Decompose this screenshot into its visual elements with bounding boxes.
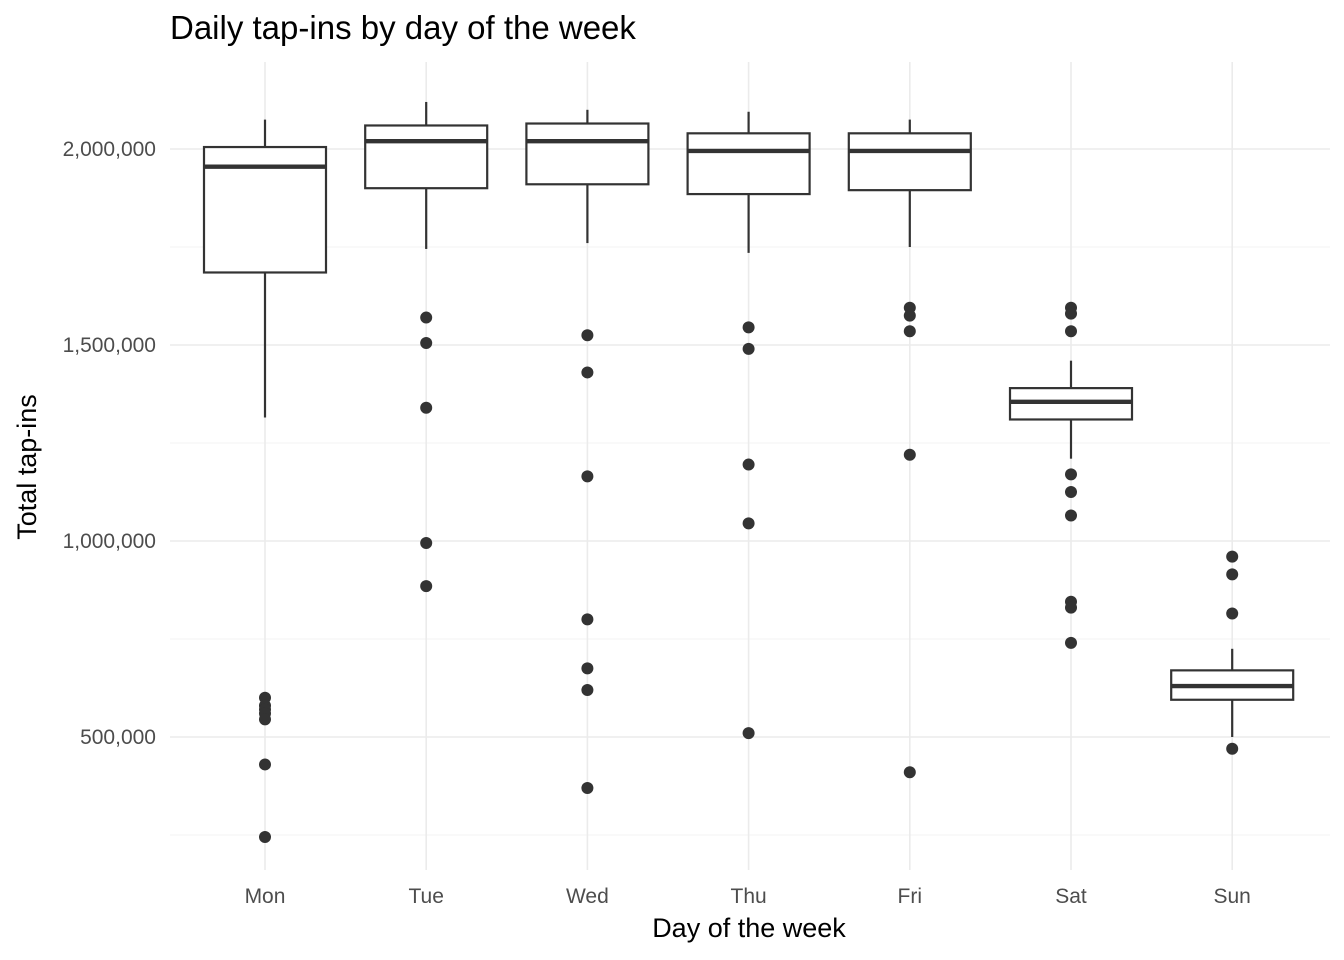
outlier-point [903, 766, 916, 779]
outlier-point [259, 713, 271, 726]
outlier-point [1065, 468, 1077, 481]
x-tick-label: Wed [566, 885, 609, 908]
outlier-point [1065, 307, 1077, 320]
x-tick-label: Tue [408, 885, 443, 908]
outlier-point [742, 321, 755, 334]
box-fri [847, 119, 972, 779]
box-sun [1170, 550, 1295, 755]
outlier-point [420, 311, 433, 324]
x-axis-tick-labels: Mon Tue Wed Thu Fri Sat Sun [245, 885, 1251, 908]
y-tick-label: 1,500,000 [63, 334, 156, 357]
chart-title: Daily tap-ins by day of the week [170, 9, 636, 46]
outlier-point [1065, 509, 1077, 522]
outlier-point [581, 470, 594, 483]
outlier-point [1065, 601, 1077, 614]
outlier-point [1226, 607, 1239, 620]
outlier-point [903, 309, 916, 322]
outlier-point [420, 580, 433, 593]
x-tick-label: Fri [898, 885, 923, 908]
y-tick-label: 1,000,000 [63, 530, 156, 553]
outlier-point [1065, 325, 1077, 338]
x-axis-title: Day of the week [652, 913, 846, 943]
outlier-point [420, 536, 433, 549]
outlier-point [581, 683, 594, 696]
outlier-point [420, 401, 433, 414]
outlier-point [581, 662, 594, 675]
y-tick-label: 500,000 [80, 726, 156, 749]
box-tue [364, 101, 489, 593]
box-iqr [364, 124, 489, 190]
outlier-point [420, 337, 433, 350]
y-axis-title: Total tap-ins [12, 394, 42, 540]
outlier-point [259, 758, 271, 771]
outlier-point [581, 781, 594, 794]
box-sat [1008, 301, 1134, 649]
box-wed [525, 109, 650, 794]
outlier-point [742, 342, 755, 355]
x-tick-label: Sun [1214, 885, 1251, 908]
outlier-point [1065, 636, 1077, 649]
boxes-layer [202, 101, 1295, 843]
y-axis-tick-labels: 500,000 1,000,000 1,500,000 2,000,000 [63, 138, 156, 749]
outlier-point [581, 329, 594, 342]
outlier-point [1226, 550, 1239, 563]
outlier-point [1226, 568, 1239, 581]
outlier-point [903, 325, 916, 338]
outlier-point [581, 366, 594, 379]
x-tick-label: Sat [1055, 885, 1087, 908]
outlier-point [742, 727, 755, 740]
box-thu [686, 111, 811, 740]
box-iqr [686, 132, 811, 196]
outlier-point [259, 830, 271, 843]
box-iqr [525, 122, 650, 186]
x-tick-label: Mon [245, 885, 286, 908]
outlier-point [1226, 742, 1239, 755]
box-mon [202, 119, 328, 843]
box-iqr [847, 132, 972, 192]
y-tick-label: 2,000,000 [63, 138, 156, 161]
outlier-point [581, 613, 594, 626]
outlier-point [1065, 486, 1077, 498]
outlier-point [903, 448, 916, 461]
x-tick-label: Thu [731, 885, 767, 908]
outlier-point [742, 458, 755, 471]
outlier-point [742, 517, 755, 530]
